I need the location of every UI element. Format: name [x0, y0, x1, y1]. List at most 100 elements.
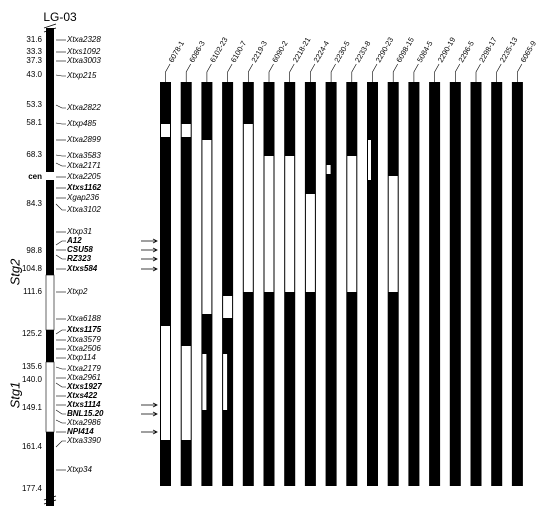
marker-label: Xtxs1162: [66, 183, 102, 192]
line-leader: [185, 63, 191, 82]
marker-label: Xtxs1175: [66, 325, 102, 334]
line-label: 2290-23: [374, 36, 396, 64]
marker-leader: [55, 240, 66, 246]
marker-leader: [55, 329, 66, 335]
marker-label: Xtxa2899: [66, 135, 101, 144]
marker-label: Xtxs1927: [66, 382, 102, 391]
marker-label: Xtxs1114: [66, 400, 101, 409]
marker-leader: [55, 382, 66, 388]
marker-leader: [55, 419, 66, 424]
arrow: [141, 411, 158, 417]
position-label: 37.3: [26, 56, 42, 65]
line-bar: [470, 82, 482, 486]
line-bar: [449, 82, 461, 486]
marker-label: Xtxp215: [66, 71, 97, 80]
position-label: 111.6: [23, 287, 42, 296]
line-leader: [413, 63, 419, 82]
marker-leader: [55, 74, 66, 77]
marker-label: Xtxp2: [66, 287, 88, 296]
marker-label: Xtxa3390: [66, 436, 101, 445]
line-bar: [367, 82, 378, 486]
marker-leader: [55, 254, 66, 260]
arrow: [141, 256, 158, 262]
introgression: [368, 140, 371, 180]
introgression: [161, 326, 170, 440]
marker-label: Xtxa2986: [66, 418, 101, 427]
line-label: 2290-19: [436, 36, 458, 64]
marker-label: NPI414: [67, 427, 94, 436]
arrow: [141, 247, 158, 253]
position-label: 140.0: [22, 375, 43, 384]
line-bar: [325, 82, 337, 486]
marker-leader: [55, 162, 66, 167]
arrow: [141, 429, 158, 435]
line-label: 6090-2: [270, 39, 289, 64]
line-label: 2219-3: [249, 39, 268, 64]
line-label: 2233-8: [353, 39, 372, 64]
position-label: 161.4: [22, 442, 43, 451]
introgression: [181, 346, 191, 440]
position-label: 53.3: [26, 100, 42, 109]
marker-leader: [55, 203, 66, 211]
introgression: [202, 140, 212, 314]
line-leader: [392, 63, 398, 82]
line-leader: [310, 63, 316, 82]
marker-label: Xtxa6188: [66, 314, 101, 323]
position-label: 149.1: [22, 403, 43, 412]
marker-label: Xtxa2506: [66, 344, 101, 353]
position-label: 58.1: [26, 118, 42, 127]
marker-leader: [55, 154, 66, 157]
line-leader: [475, 63, 481, 82]
line-bar: [511, 82, 523, 486]
line-leader: [248, 63, 254, 82]
position-label: 33.3: [26, 47, 42, 56]
marker-label: Xtxs1092: [66, 47, 101, 56]
break-marks: [43, 23, 57, 505]
introgression: [223, 354, 228, 410]
line-label: 2224-4: [312, 39, 331, 64]
position-label: 98.8: [26, 246, 42, 255]
position-label: 84.3: [26, 199, 42, 208]
position-label: 104.8: [22, 264, 43, 273]
line-bar: [491, 82, 503, 486]
marker-label: Xtxp114: [66, 353, 96, 362]
line-label: 2230-5: [332, 39, 351, 64]
position-label: 31.6: [26, 35, 42, 44]
position-label: 125.2: [22, 329, 43, 338]
line-leader: [434, 63, 440, 82]
marker-label: Xtxs584: [66, 264, 98, 273]
line-label: 6078-1: [167, 39, 186, 64]
line-leader: [455, 63, 461, 82]
introgression: [388, 176, 398, 292]
marker-label: Xtxp34: [66, 465, 92, 474]
marker-label: Xtxa2205: [66, 172, 101, 181]
line-leader: [351, 63, 357, 82]
line-leader: [206, 63, 212, 82]
marker-label: Xgap236: [66, 193, 100, 202]
line-leader: [289, 63, 295, 82]
line-bar: [222, 82, 234, 486]
line-bar: [180, 82, 192, 486]
arrow: [141, 266, 158, 272]
marker-label: Xtxa3003: [66, 56, 101, 65]
introgression: [326, 165, 331, 174]
line-leader: [268, 63, 274, 82]
introgression: [285, 156, 295, 292]
marker-label: Xtxa3102: [66, 205, 101, 214]
line-label: 2298-17: [477, 36, 499, 64]
qtl-region: [45, 361, 55, 433]
line-leader: [517, 63, 523, 82]
marker-leader: [55, 122, 66, 125]
line-bar: [429, 82, 441, 486]
qtl-region: [45, 274, 55, 331]
marker-label: Xtxa2328: [66, 35, 101, 44]
marker-label: Xtxs422: [66, 391, 98, 400]
qtl-label: Stg1: [7, 382, 22, 409]
introgression: [181, 124, 191, 137]
line-bar: [160, 82, 171, 486]
centromere: [46, 172, 54, 180]
marker-label: Xtxp485: [66, 119, 97, 128]
marker-leader: [55, 409, 66, 415]
map-title: LG-03: [43, 10, 77, 24]
